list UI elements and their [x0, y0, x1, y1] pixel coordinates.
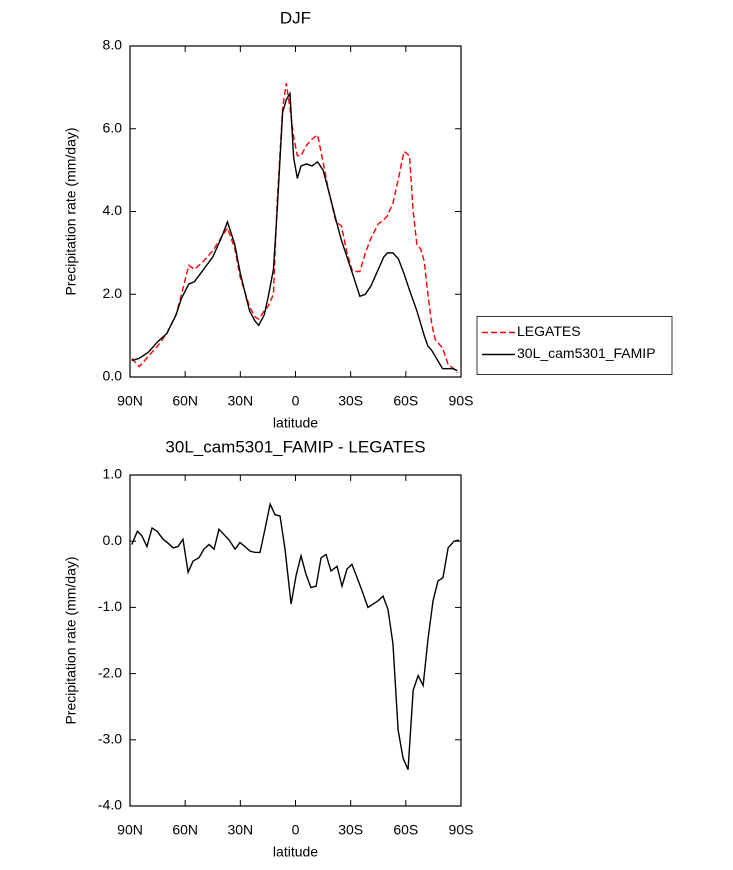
chart-title: DJF: [280, 8, 311, 27]
x-tick-label: 90N: [117, 822, 143, 838]
y-tick-label: -2.0: [98, 664, 122, 680]
x-tick-label: 30S: [338, 393, 363, 409]
y-tick-label: 1.0: [103, 466, 123, 482]
x-tick-label: 30N: [227, 822, 253, 838]
x-tick-label: 60S: [393, 822, 418, 838]
legend-label: 30L_cam5301_FAMIP: [517, 345, 656, 361]
y-axis-label: Precipitation rate (mm/day): [63, 556, 79, 724]
y-tick-label: -3.0: [98, 731, 122, 747]
series-line: [131, 83, 458, 374]
legend-label: LEGATES: [517, 323, 581, 339]
x-tick-label: 90N: [117, 393, 143, 409]
legend: LEGATES 30L_cam5301_FAMIP: [476, 316, 673, 375]
x-tick-label: 90S: [449, 822, 474, 838]
x-tick-label: 0: [292, 393, 300, 409]
y-tick-label: 0.0: [103, 368, 123, 384]
y-tick-label: -4.0: [98, 797, 122, 813]
plot-frame: [129, 45, 462, 378]
y-tick-label: 4.0: [103, 202, 123, 218]
y-tick-label: 2.0: [103, 285, 123, 301]
legend-box: [476, 316, 673, 375]
x-tick-label: 30S: [338, 822, 363, 838]
y-tick-label: 0.0: [103, 532, 123, 548]
x-tick-label: 60S: [393, 393, 418, 409]
plot-frame: [129, 474, 462, 807]
y-axis-label: Precipitation rate (mm/day): [63, 127, 79, 295]
x-tick-label: 0: [292, 822, 300, 838]
x-tick-label: 60N: [172, 822, 198, 838]
chart-title: 30L_cam5301_FAMIP - LEGATES: [165, 437, 425, 456]
x-axis-label: latitude: [273, 844, 318, 860]
x-tick-label: 90S: [449, 393, 474, 409]
y-tick-label: 8.0: [103, 37, 123, 53]
x-axis-label: latitude: [273, 415, 318, 431]
y-tick-label: -1.0: [98, 598, 122, 614]
series-line: [131, 91, 458, 372]
y-tick-label: 6.0: [103, 119, 123, 135]
x-tick-label: 60N: [172, 393, 198, 409]
x-tick-label: 30N: [227, 393, 253, 409]
series-line: [131, 501, 460, 770]
